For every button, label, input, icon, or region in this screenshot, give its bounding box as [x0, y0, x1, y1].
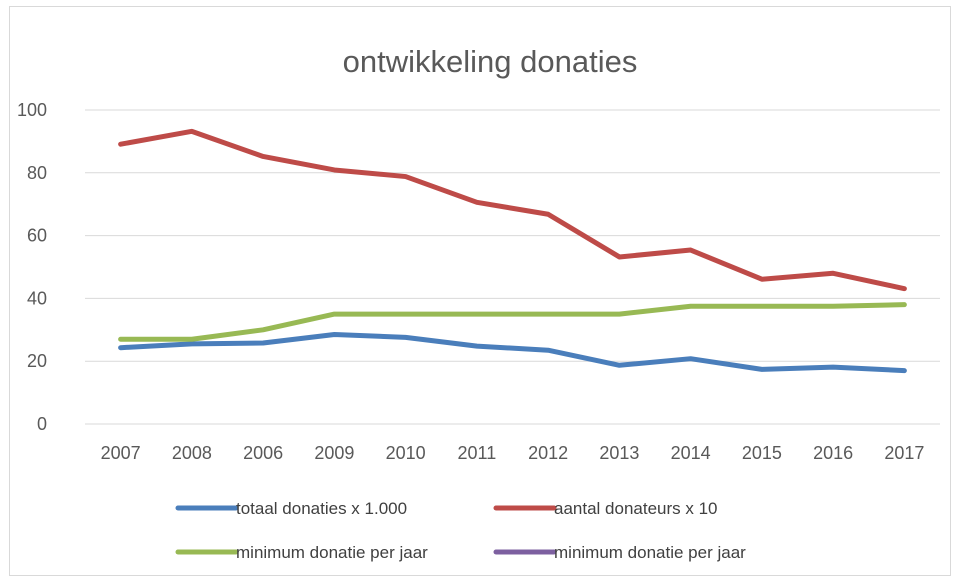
x-tick-label: 2016 — [813, 443, 853, 463]
legend-label: minimum donatie per jaar — [554, 543, 746, 562]
x-tick-label: 2009 — [314, 443, 354, 463]
y-tick-label: 40 — [27, 288, 47, 308]
chart-area: ontwikkeling donaties 0 20 40 60 80 100 2007 2… — [9, 6, 951, 576]
x-tick-label: 2012 — [528, 443, 568, 463]
x-tick-label: 2007 — [101, 443, 141, 463]
series-line-1 — [118, 332, 907, 374]
y-tick-label: 0 — [37, 414, 47, 434]
chart-title: ontwikkeling donaties — [343, 44, 638, 79]
x-tick-label: 2010 — [386, 443, 426, 463]
y-tick-label: 80 — [27, 163, 47, 183]
y-tick-label: 20 — [27, 351, 47, 371]
series-line-2 — [118, 128, 907, 292]
y-tick-label: 100 — [17, 100, 47, 120]
y-tick-label: 60 — [27, 226, 47, 246]
legend-label: minimum donatie per jaar — [236, 543, 428, 562]
x-tick-label: 2014 — [671, 443, 711, 463]
line-chart: ontwikkeling donaties 0 20 40 60 80 100 2007 2… — [17, 44, 940, 562]
legend-item: minimum donatie per jaar — [175, 543, 428, 562]
x-tick-label: 2015 — [742, 443, 782, 463]
x-tick-label: 2013 — [599, 443, 639, 463]
legend-item: totaal donaties x 1.000 — [175, 499, 407, 518]
x-tick-label: 2011 — [458, 443, 497, 463]
legend-item: minimum donatie per jaar — [493, 543, 746, 562]
x-tick-label: 2008 — [172, 443, 212, 463]
legend-label: totaal donaties x 1.000 — [236, 499, 407, 518]
legend-item: aantal donateurs x 10 — [493, 499, 718, 518]
legend-label: aantal donateurs x 10 — [554, 499, 718, 518]
series-line-3 — [118, 302, 907, 342]
x-tick-label: 2017 — [884, 443, 924, 463]
x-tick-label: 2006 — [243, 443, 283, 463]
